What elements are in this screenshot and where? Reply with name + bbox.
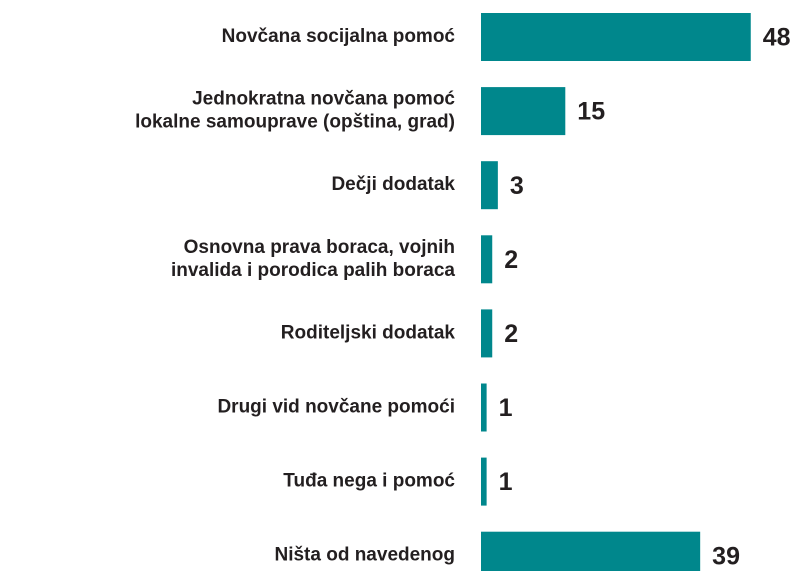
value-label: 1 <box>499 394 513 422</box>
category-label: Tuđa nega i pomoć <box>283 471 455 492</box>
category-label-line: Osnovna prava boraca, vojnih <box>184 237 455 258</box>
value-label: 2 <box>504 246 518 274</box>
bar <box>481 235 493 284</box>
bar <box>481 309 493 358</box>
value-label: 1 <box>499 468 513 496</box>
category-label-line: lokalne samouprave (opština, grad) <box>135 112 455 133</box>
bar <box>481 161 498 210</box>
category-label: Dečji dodatak <box>331 174 455 195</box>
category-label-line: Jednokratna novčana pomoć <box>192 89 455 110</box>
value-label: 48 <box>763 24 791 52</box>
bar <box>481 87 566 136</box>
category-label-line: Roditeljski dodatak <box>281 322 456 343</box>
bar <box>481 457 487 506</box>
category-label-line: Novčana socijalna pomoć <box>222 26 456 47</box>
category-label-line: Dečji dodatak <box>331 174 455 195</box>
bar <box>481 531 701 571</box>
category-label-line: invalida i porodica palih boraca <box>171 260 455 281</box>
category-label: Jednokratna novčana pomoć lokalne samoupr… <box>135 89 455 133</box>
category-label-line: Drugi vid novčane pomoći <box>217 397 455 418</box>
category-label: Osnovna prava boraca, vojnih invalida i p… <box>171 237 455 281</box>
category-label: Novčana socijalna pomoć <box>222 26 456 47</box>
category-label: Drugi vid novčane pomoći <box>217 397 455 418</box>
category-label: Ništa od navedenog <box>274 545 455 566</box>
value-label: 2 <box>504 320 518 348</box>
value-label: 39 <box>712 542 740 570</box>
value-label: 15 <box>577 98 605 126</box>
category-label-line: Ništa od navedenog <box>274 545 455 566</box>
category-label-line: Tuđa nega i pomoć <box>283 471 455 492</box>
category-label: Roditeljski dodatak <box>281 322 456 343</box>
bar <box>481 383 487 432</box>
value-label: 3 <box>510 172 524 200</box>
bar <box>481 13 751 61</box>
